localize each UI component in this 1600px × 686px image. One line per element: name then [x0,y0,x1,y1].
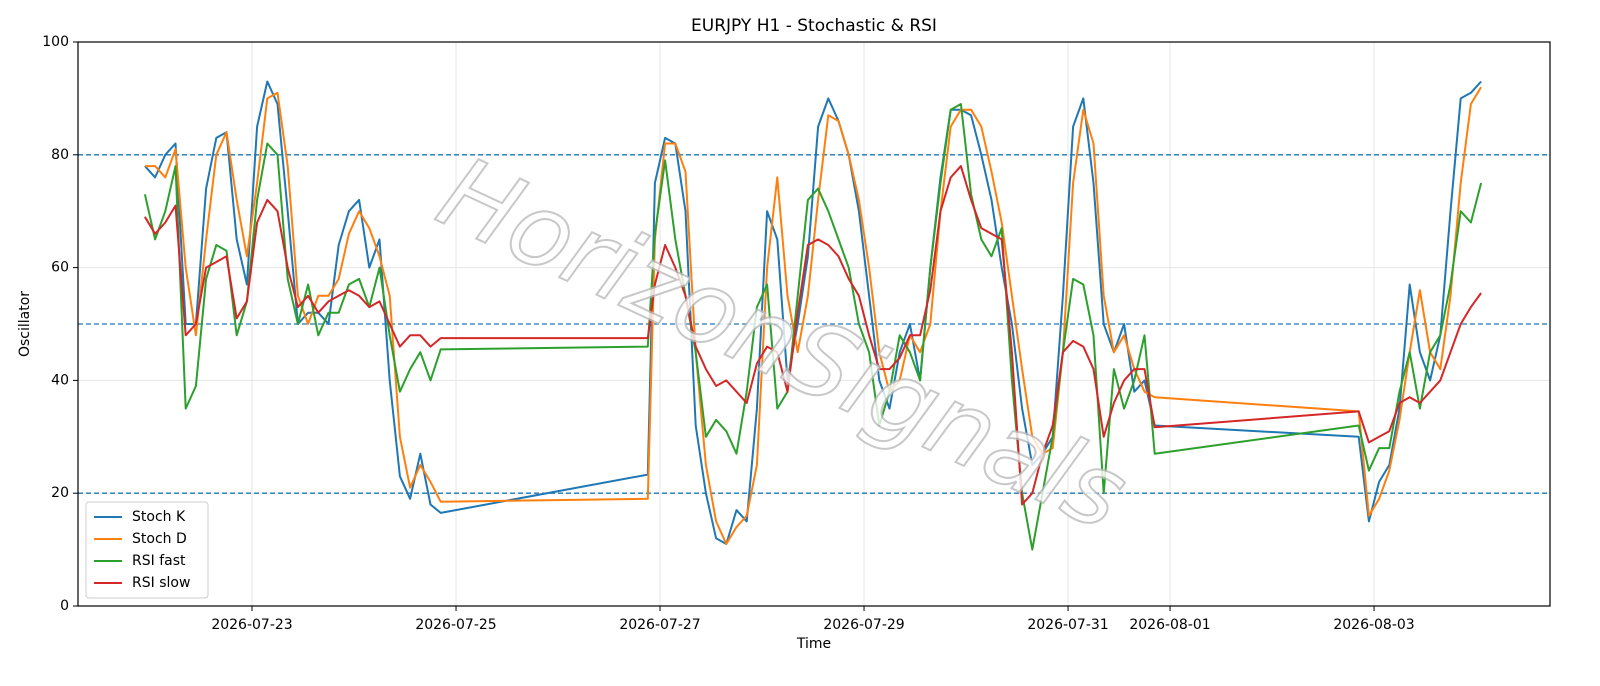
grid [78,41,1550,607]
x-tick-label: 2026-07-27 [619,617,700,633]
x-tick-label: 2026-08-03 [1333,617,1414,633]
series-line [144,165,1482,506]
y-tick-label: 80 [51,147,69,163]
legend-label: RSI fast [132,553,186,569]
legend-label: RSI slow [132,575,190,591]
y-tick-label: 0 [60,598,69,614]
x-tick-label: 2026-07-29 [823,617,904,633]
legend-label: Stoch D [132,531,187,547]
x-tick-label: 2026-08-01 [1129,617,1210,633]
y-tick-label: 60 [51,260,69,276]
legend-box [85,501,209,599]
x-tick-label: 2026-07-23 [211,617,292,633]
series-line [144,86,1482,545]
series-line [144,80,1482,545]
x-tick-label: 2026-07-25 [415,617,496,633]
y-tick-label: 40 [51,372,69,388]
x-tick-label: 2026-07-31 [1027,617,1108,633]
axes: 0 20 40 60 80 100 2026-07-23 2026-07-25 2026-07-… [42,34,1414,633]
x-axis-label: Time [796,636,831,652]
y-tick-label: 20 [51,485,69,501]
lines [143,80,1483,551]
legend: Stoch K Stoch D RSI fast RSI slow [85,501,209,599]
y-axis-label: Oscillator [17,291,33,357]
y-tick-label: 100 [42,34,69,50]
legend-label: Stoch K [132,509,186,525]
chart-title: EURJPY H1 - Stochastic & RSI [691,16,937,36]
series-line [143,103,1483,551]
plot-frame [77,41,1551,607]
